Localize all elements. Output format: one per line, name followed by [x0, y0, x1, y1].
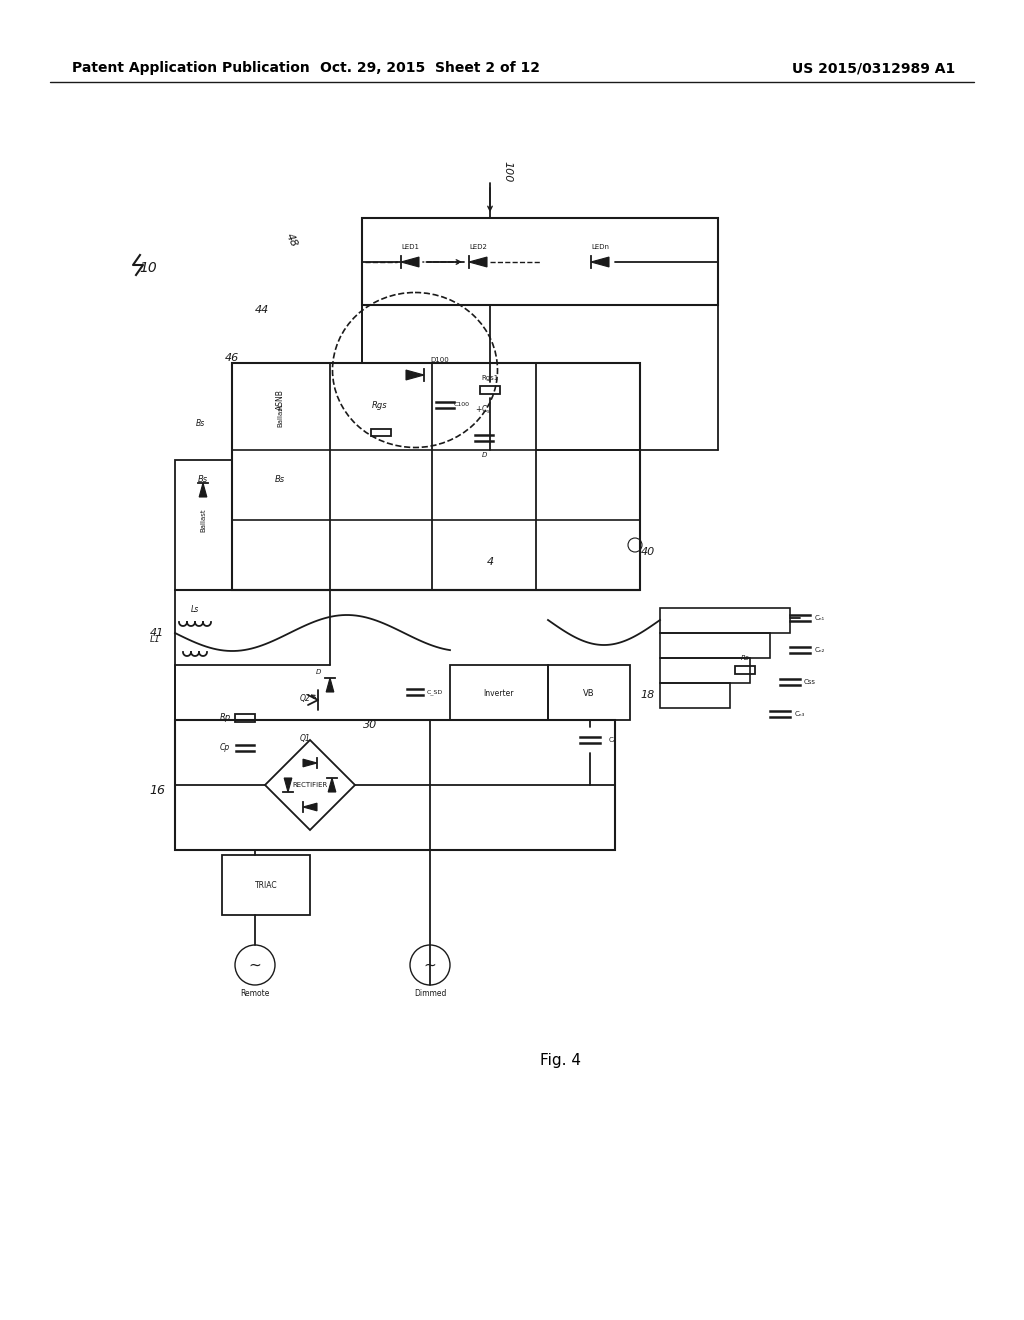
Text: TRIAC: TRIAC: [255, 880, 278, 890]
Polygon shape: [591, 257, 609, 267]
Bar: [450, 665, 548, 719]
Text: Cp: Cp: [220, 743, 230, 752]
Bar: [371, 429, 391, 436]
Text: 44: 44: [255, 305, 269, 315]
Text: Remote: Remote: [241, 989, 269, 998]
Bar: [232, 363, 640, 590]
Text: Rgs: Rgs: [372, 400, 388, 409]
Text: Ballast: Ballast: [278, 403, 283, 426]
Bar: [222, 855, 310, 915]
Text: C100: C100: [454, 403, 470, 408]
Bar: [735, 667, 755, 675]
Text: 10: 10: [139, 261, 157, 275]
Text: 40: 40: [641, 546, 655, 557]
Text: D: D: [315, 669, 321, 675]
Polygon shape: [401, 257, 419, 267]
Text: Rs: Rs: [740, 655, 750, 661]
Text: VB: VB: [584, 689, 595, 697]
Text: Dimmed: Dimmed: [414, 989, 446, 998]
Text: Cₙ₃: Cₙ₃: [795, 711, 805, 717]
Text: Cₙ₂: Cₙ₂: [815, 647, 825, 653]
Text: ASNB: ASNB: [275, 389, 285, 411]
Text: D100: D100: [431, 356, 450, 363]
Text: Inverter: Inverter: [483, 689, 514, 697]
Bar: [480, 385, 500, 393]
Bar: [234, 714, 255, 722]
Text: L1: L1: [150, 635, 161, 644]
Text: 18: 18: [641, 690, 655, 700]
Text: 48: 48: [285, 231, 300, 248]
Text: RECTIFIER: RECTIFIER: [293, 781, 328, 788]
Text: 46: 46: [225, 352, 240, 363]
Text: Bs: Bs: [196, 418, 205, 428]
Text: Q1: Q1: [300, 734, 310, 742]
Text: Bs: Bs: [274, 475, 285, 484]
Polygon shape: [469, 257, 487, 267]
Text: US 2015/0312989 A1: US 2015/0312989 A1: [792, 61, 955, 75]
Text: ~: ~: [249, 957, 261, 973]
Text: Ballast: Ballast: [200, 508, 206, 532]
Polygon shape: [284, 777, 292, 792]
Text: LEDn: LEDn: [591, 244, 609, 249]
Bar: [175, 719, 615, 850]
Text: 30: 30: [362, 719, 377, 730]
Bar: [548, 665, 630, 719]
Text: D: D: [481, 451, 486, 458]
Polygon shape: [327, 678, 334, 692]
Polygon shape: [199, 483, 207, 498]
Text: $+\mathregular{C_s}$: $+\mathregular{C_s}$: [475, 404, 492, 416]
Text: Ls: Ls: [190, 606, 199, 615]
Text: 16: 16: [150, 784, 165, 796]
Text: C_SD: C_SD: [427, 689, 443, 694]
Text: Rgs1: Rgs1: [481, 375, 499, 381]
Text: Bs: Bs: [198, 475, 208, 484]
Text: 100: 100: [502, 161, 512, 182]
Text: Cₙ₁: Cₙ₁: [815, 615, 825, 620]
Text: 4: 4: [486, 557, 494, 568]
Text: LED1: LED1: [401, 244, 419, 249]
Polygon shape: [328, 777, 336, 792]
Bar: [660, 634, 770, 657]
Polygon shape: [303, 759, 317, 767]
Text: 41: 41: [150, 628, 164, 638]
Text: Rp: Rp: [219, 714, 230, 722]
Bar: [175, 459, 232, 590]
Text: Cₙ: Cₙ: [608, 737, 615, 743]
Bar: [660, 609, 790, 634]
Text: LED2: LED2: [469, 244, 487, 249]
Text: Fig. 4: Fig. 4: [540, 1052, 581, 1068]
Text: Patent Application Publication: Patent Application Publication: [72, 61, 309, 75]
Text: Q2: Q2: [300, 693, 310, 702]
Polygon shape: [406, 370, 424, 380]
Bar: [362, 218, 718, 305]
Bar: [660, 682, 730, 708]
Text: Oct. 29, 2015  Sheet 2 of 12: Oct. 29, 2015 Sheet 2 of 12: [319, 61, 540, 75]
Text: ~: ~: [424, 957, 436, 973]
Text: Css: Css: [804, 678, 816, 685]
Bar: [660, 657, 750, 682]
Polygon shape: [303, 803, 317, 810]
